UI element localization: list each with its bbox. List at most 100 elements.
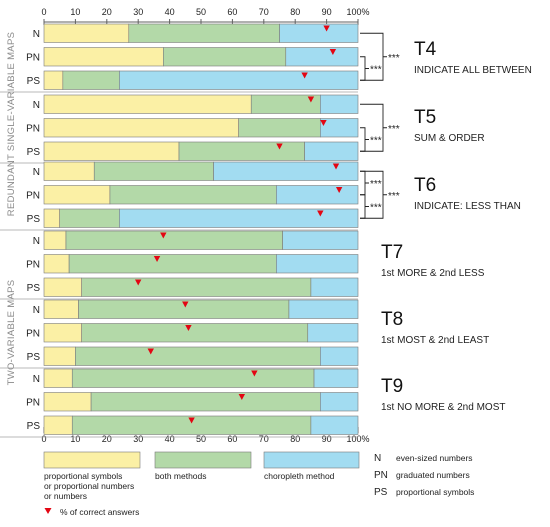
bar-segment-choropleth [288, 299, 359, 319]
bottom-x-tick-label: 80 [290, 434, 300, 444]
significance-bracket [360, 170, 387, 219]
correct-answer-marker [323, 25, 330, 32]
bar-segment-proportional [43, 368, 73, 388]
significance-bracket [360, 32, 387, 81]
bar-segment-choropleth [320, 346, 359, 366]
top-x-tick-label: 80 [290, 7, 300, 17]
bar-segment-choropleth [320, 118, 359, 138]
bottom-x-tick-label: 40 [165, 434, 175, 444]
correct-answer-marker [135, 279, 142, 286]
bar-segment-proportional [43, 346, 76, 366]
bar-segment-choropleth [119, 70, 359, 90]
bar-segment-both [109, 185, 277, 205]
bottom-x-tick-label: 0 [41, 434, 46, 444]
correct-answer-marker [188, 417, 195, 424]
bar-segment-both [59, 208, 120, 228]
task-panel-t8: N PN PS T8 1st MOST & 2nd LEAST [0, 299, 489, 369]
significance-bracket [360, 56, 369, 81]
bar-segment-both [65, 230, 283, 250]
correct-answer-marker [320, 120, 327, 126]
row-label: PN [26, 123, 40, 134]
significance-bracket [360, 103, 387, 152]
bar-segment-choropleth [310, 415, 359, 435]
bar-segment-choropleth [285, 47, 359, 67]
correct-answer-marker [251, 370, 258, 377]
top-x-tick-label: 90 [322, 7, 332, 17]
abbreviation-meaning: proportional symbols [396, 487, 474, 497]
abbreviation-meaning: even-sized numbers [396, 453, 473, 463]
bar-segment-choropleth [276, 185, 359, 205]
row-label: N [33, 236, 40, 247]
task-subtitle: 1st MORE & 2nd LESS [381, 268, 485, 279]
correct-answer-marker [307, 96, 315, 103]
bar-segment-choropleth [119, 208, 359, 228]
row-label: PS [27, 421, 41, 432]
bar-segment-both [62, 70, 120, 90]
row-label: N [33, 374, 40, 385]
task-subtitle: 1st MOST & 2nd LEAST [381, 335, 489, 346]
task-title: T6 [414, 175, 436, 196]
top-x-tick-label: 100% [346, 7, 369, 17]
row-label: PS [27, 283, 41, 294]
bar-segment-proportional [43, 299, 79, 319]
bar-segment-both [163, 47, 287, 67]
bar-segment-both [71, 368, 315, 388]
legend-label-proportional: proportional symbols or proportional numb… [44, 471, 134, 501]
bar-segment-proportional [43, 254, 70, 274]
significance-label: *** [370, 179, 382, 190]
group-label: TWO-VARIABLE MAPS [6, 280, 17, 386]
bar-segment-proportional [43, 141, 180, 161]
task-title: T8 [381, 309, 403, 330]
significance-bracket [360, 127, 369, 152]
significance-bracket [360, 194, 369, 219]
correct-answer-marker [301, 72, 308, 79]
top-x-tick-label: 20 [102, 7, 112, 17]
bar-segment-proportional [43, 94, 252, 114]
legend-marker-label: % of correct answers [60, 507, 139, 517]
bar-segment-proportional [43, 415, 73, 435]
bar-segment-proportional [43, 118, 239, 138]
significance-label: *** [370, 203, 382, 214]
row-label: PN [26, 328, 40, 339]
task-title: T5 [414, 107, 436, 128]
task-panel-t4: N PN PS *** *** T4 INDICATE ALL BETWEEN [0, 23, 532, 93]
bar-segment-proportional [43, 323, 82, 343]
row-label: PS [27, 147, 41, 158]
bar-segment-choropleth [320, 392, 359, 412]
bottom-x-tick-label: 100% [346, 434, 369, 444]
bar-segment-both [90, 392, 321, 412]
group-labels: REDUNDANT SINGLE-VARIABLE MAPS TWO-VARIAB… [6, 32, 17, 386]
correct-answer-marker [160, 232, 167, 239]
row-label: PN [26, 52, 40, 63]
bar-segment-proportional [43, 70, 64, 90]
bar-segment-both [68, 254, 277, 274]
row-label: PN [26, 190, 40, 201]
bar-segment-choropleth [213, 161, 359, 181]
top-x-tick-label: 70 [259, 7, 269, 17]
task-title: T7 [381, 242, 403, 263]
bar-segment-proportional [43, 208, 60, 228]
bar-segment-choropleth [276, 254, 359, 274]
correct-answer-marker [332, 163, 340, 170]
bottom-x-tick-label: 90 [322, 434, 332, 444]
correct-answer-marker [238, 394, 246, 400]
bar-segment-both [178, 141, 305, 161]
task-subtitle: 1st NO MORE & 2nd MOST [381, 402, 505, 413]
abbreviation-code: N [374, 453, 381, 464]
correct-answer-marker [185, 325, 192, 331]
legend-swatch-choropleth [263, 451, 360, 469]
row-label: N [33, 100, 40, 111]
bar-segment-both [128, 23, 280, 43]
row-label: N [33, 305, 40, 316]
correct-answer-marker [276, 143, 283, 150]
task-title: T9 [381, 376, 403, 397]
abbreviation-code: PS [374, 487, 388, 498]
bar-segment-choropleth [304, 141, 359, 161]
significance-label: *** [388, 124, 400, 135]
row-label: PS [27, 352, 41, 363]
row-label: PN [26, 397, 40, 408]
bottom-x-tick-label: 60 [227, 434, 237, 444]
top-x-tick-label: 50 [196, 7, 206, 17]
bar-segment-choropleth [310, 277, 359, 297]
